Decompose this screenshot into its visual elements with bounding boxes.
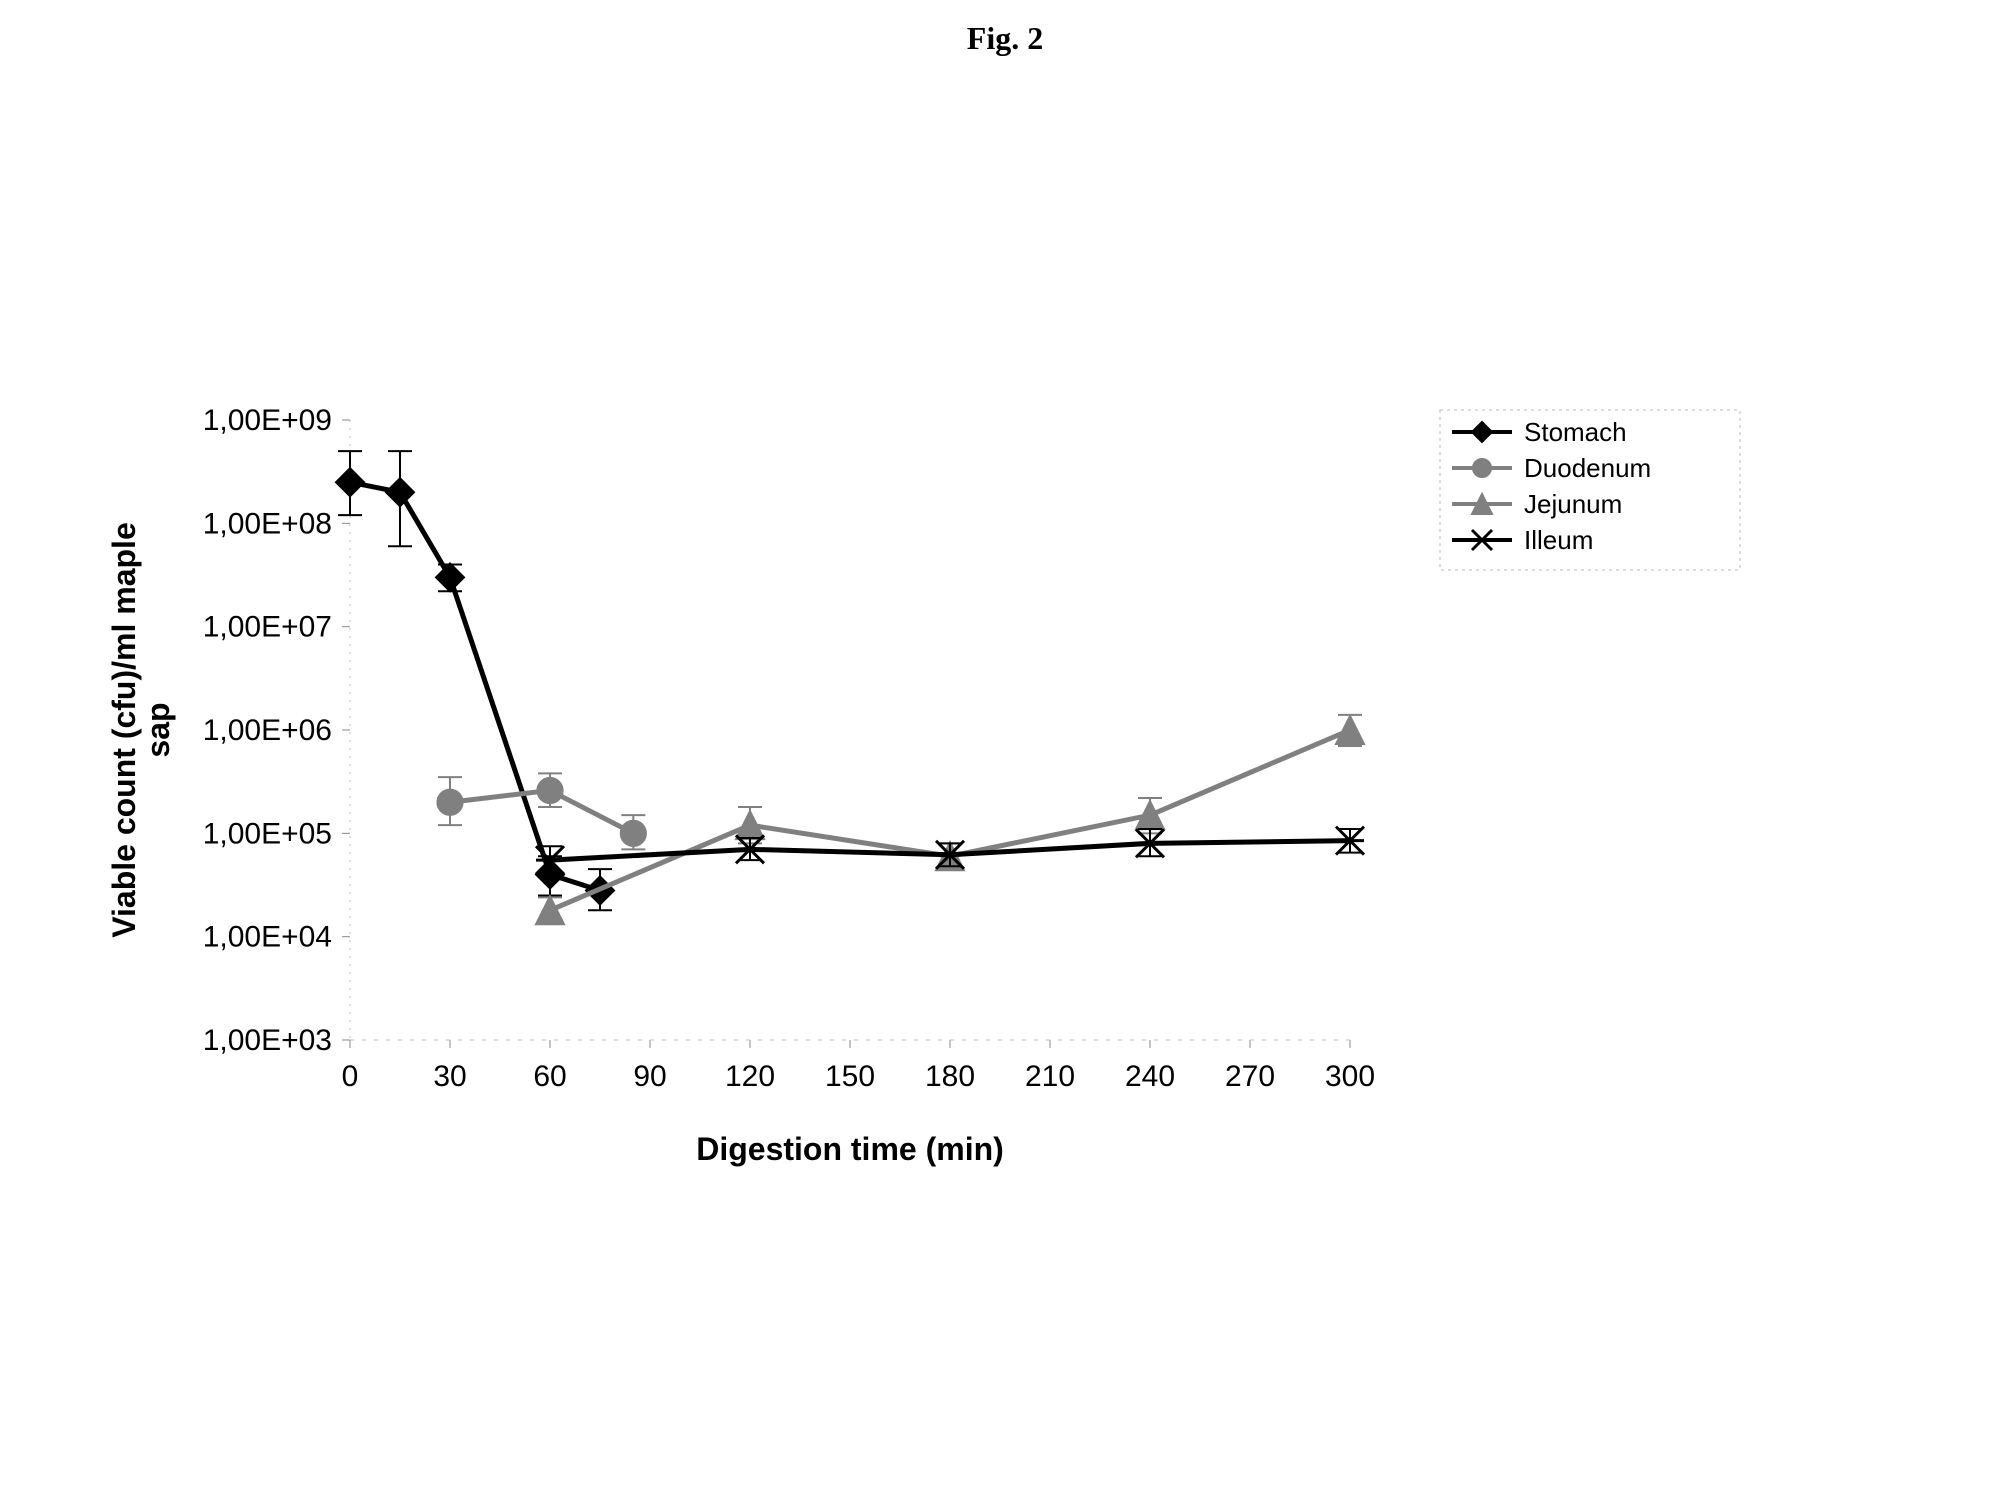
x-tick-label: 60 bbox=[533, 1060, 566, 1093]
x-tick-label: 210 bbox=[1025, 1060, 1075, 1093]
x-tick-label: 240 bbox=[1125, 1060, 1175, 1093]
y-tick-label: 1,00E+05 bbox=[203, 817, 332, 850]
line-chart: 1,00E+03 1,00E+04 1,00E+05 1,00E+06 1,00E+07… bbox=[100, 380, 1900, 1280]
x-tick-label: 180 bbox=[925, 1060, 975, 1093]
x-tick-label: 30 bbox=[433, 1060, 466, 1093]
legend-label: Illeum bbox=[1524, 525, 1593, 555]
x-tick-label: 150 bbox=[825, 1060, 875, 1093]
y-tick-label: 1,00E+09 bbox=[203, 404, 332, 437]
y-tick-label: 1,00E+06 bbox=[203, 714, 332, 747]
legend-label: Duodenum bbox=[1524, 453, 1651, 483]
y-tick-label: 1,00E+07 bbox=[203, 611, 332, 644]
x-tick-label: 0 bbox=[342, 1060, 359, 1093]
figure-title: Fig. 2 bbox=[0, 20, 2010, 57]
x-tick-label: 120 bbox=[725, 1060, 775, 1093]
x-tick-label: 90 bbox=[633, 1060, 666, 1093]
y-tick-label: 1,00E+03 bbox=[203, 1024, 332, 1057]
y-tick-label: 1,00E+08 bbox=[203, 507, 332, 540]
x-tick-label: 300 bbox=[1325, 1060, 1375, 1093]
legend-label: Stomach bbox=[1524, 417, 1627, 447]
y-tick-label: 1,00E+04 bbox=[203, 921, 332, 954]
legend: Stomach Duodenum Jejunum Illeum bbox=[1440, 410, 1740, 570]
x-axis-label: Digestion time (min) bbox=[696, 1131, 1004, 1167]
x-tick-label: 270 bbox=[1225, 1060, 1275, 1093]
chart-container: 1,00E+03 1,00E+04 1,00E+05 1,00E+06 1,00E+07… bbox=[100, 380, 1900, 1280]
legend-label: Jejunum bbox=[1524, 489, 1622, 519]
